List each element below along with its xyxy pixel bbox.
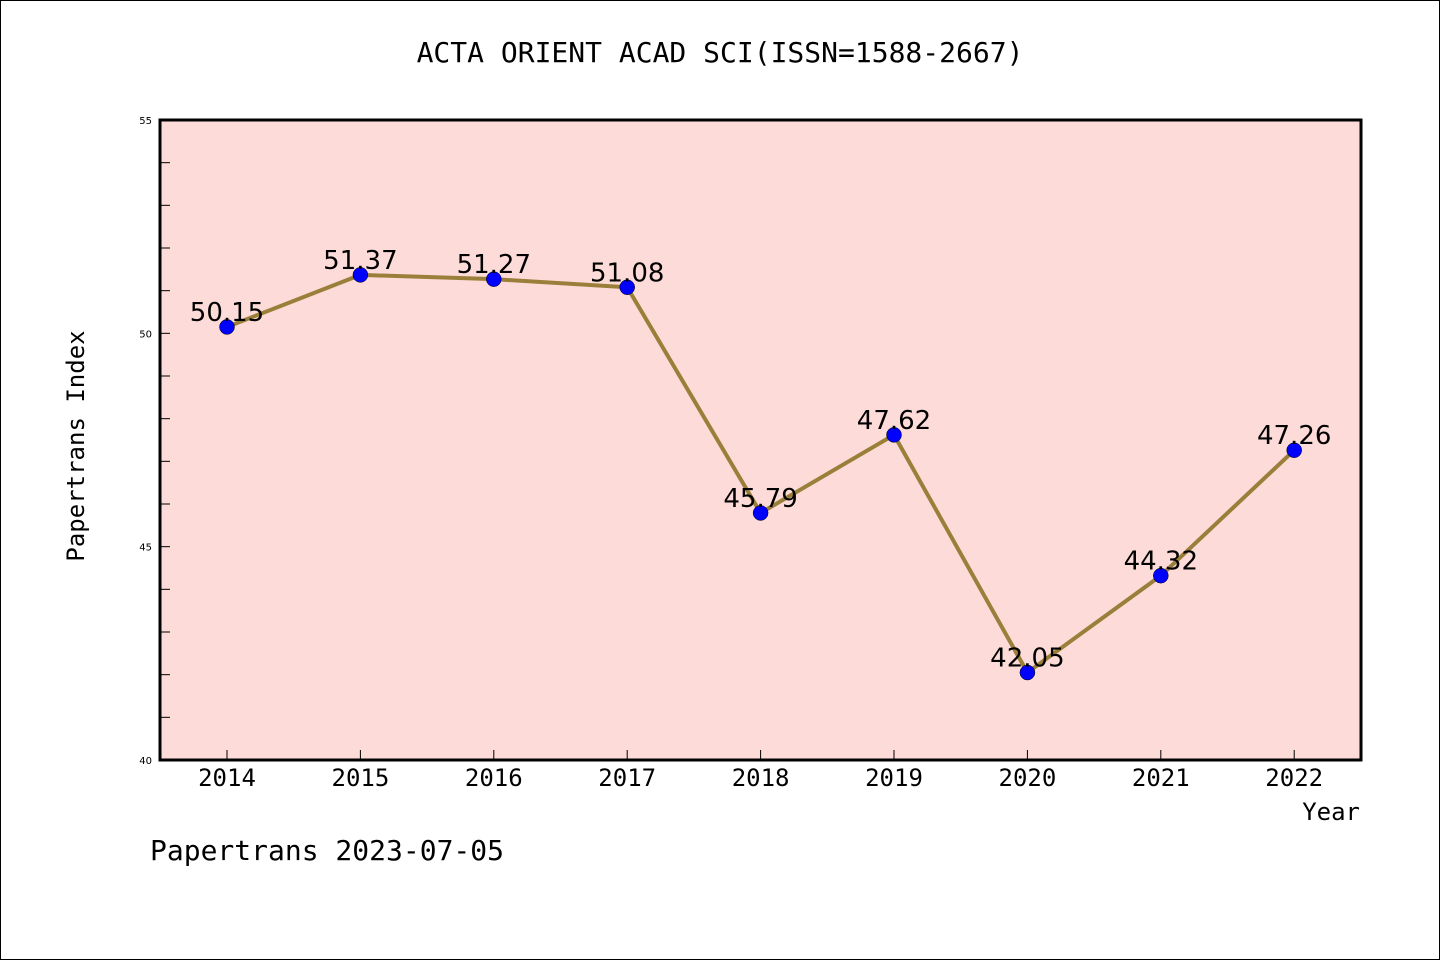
y-tick-label: 55	[139, 116, 152, 127]
plot-area: 40 45 50 55 2014 2015 2016 2017 2018 2019 2020 2021…	[62, 116, 1363, 826]
data-label: 50.15	[190, 298, 264, 328]
data-point	[219, 319, 235, 335]
footer-stamp: Papertrans 2023-07-05	[150, 834, 505, 867]
data-label: 44.32	[1124, 547, 1198, 577]
x-tick-label: 2017	[598, 764, 656, 792]
data-label: 42.05	[990, 644, 1064, 674]
x-tick-label: 2021	[1132, 764, 1190, 792]
data-point	[1286, 442, 1302, 458]
data-point	[619, 279, 635, 296]
data-label: 51.08	[590, 258, 664, 288]
data-point	[486, 271, 502, 287]
data-point	[352, 267, 369, 283]
x-axis-title: Year	[1302, 798, 1360, 826]
y-tick-label: 40	[139, 756, 152, 767]
data-label: 51.27	[457, 250, 531, 280]
x-tick-label: 2022	[1265, 764, 1323, 792]
data-point	[1019, 664, 1036, 681]
data-point	[886, 427, 902, 443]
x-tick-label: 2015	[332, 764, 390, 792]
x-tick-label: 2019	[865, 764, 923, 792]
plot-background	[160, 120, 1361, 760]
data-label: 47.26	[1257, 421, 1331, 451]
data-label: 51.37	[323, 246, 397, 276]
data-label: 45.79	[723, 484, 797, 514]
x-tick-label: 2014	[198, 764, 256, 792]
y-tick-label: 45	[139, 543, 152, 554]
x-tick-label: 2020	[999, 764, 1057, 792]
data-point	[1153, 567, 1169, 584]
y-axis-title: Papertrans Index	[62, 330, 90, 561]
y-tick-label: 50	[139, 329, 152, 340]
plot-border	[158, 118, 1363, 762]
chart-title: ACTA ORIENT ACAD SCI(ISSN=1588-2667)	[416, 36, 1024, 69]
x-tick-label: 2016	[465, 764, 523, 792]
data-point	[752, 505, 769, 521]
x-tick-label: 2018	[732, 764, 790, 792]
data-label: 47.62	[857, 406, 931, 436]
